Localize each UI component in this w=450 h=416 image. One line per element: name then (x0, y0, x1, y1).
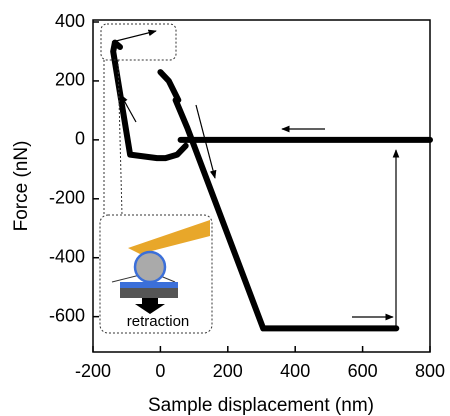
y-tick-label: -400 (49, 246, 85, 266)
y-tick-label: 200 (55, 70, 85, 90)
y-tick-label: 400 (55, 11, 85, 31)
chart: retraction Sample displacement (nm) Forc… (0, 0, 450, 416)
x-tick-label: 400 (280, 361, 310, 381)
x-axis-label: Sample displacement (nm) (148, 395, 374, 416)
y-tick-label: -200 (49, 188, 85, 208)
inset-illustration (112, 220, 210, 314)
x-tick-label: 600 (348, 361, 378, 381)
y-axis-label: Force (nN) (11, 141, 32, 232)
x-tick-label: 0 (155, 361, 165, 381)
x-tick-label: -200 (75, 361, 111, 381)
annotation: retraction (127, 313, 190, 330)
x-tick-label: 200 (213, 361, 243, 381)
x-tick-label: 800 (415, 361, 445, 381)
y-tick-label: -600 (49, 305, 85, 325)
y-tick-label: 0 (75, 129, 85, 149)
